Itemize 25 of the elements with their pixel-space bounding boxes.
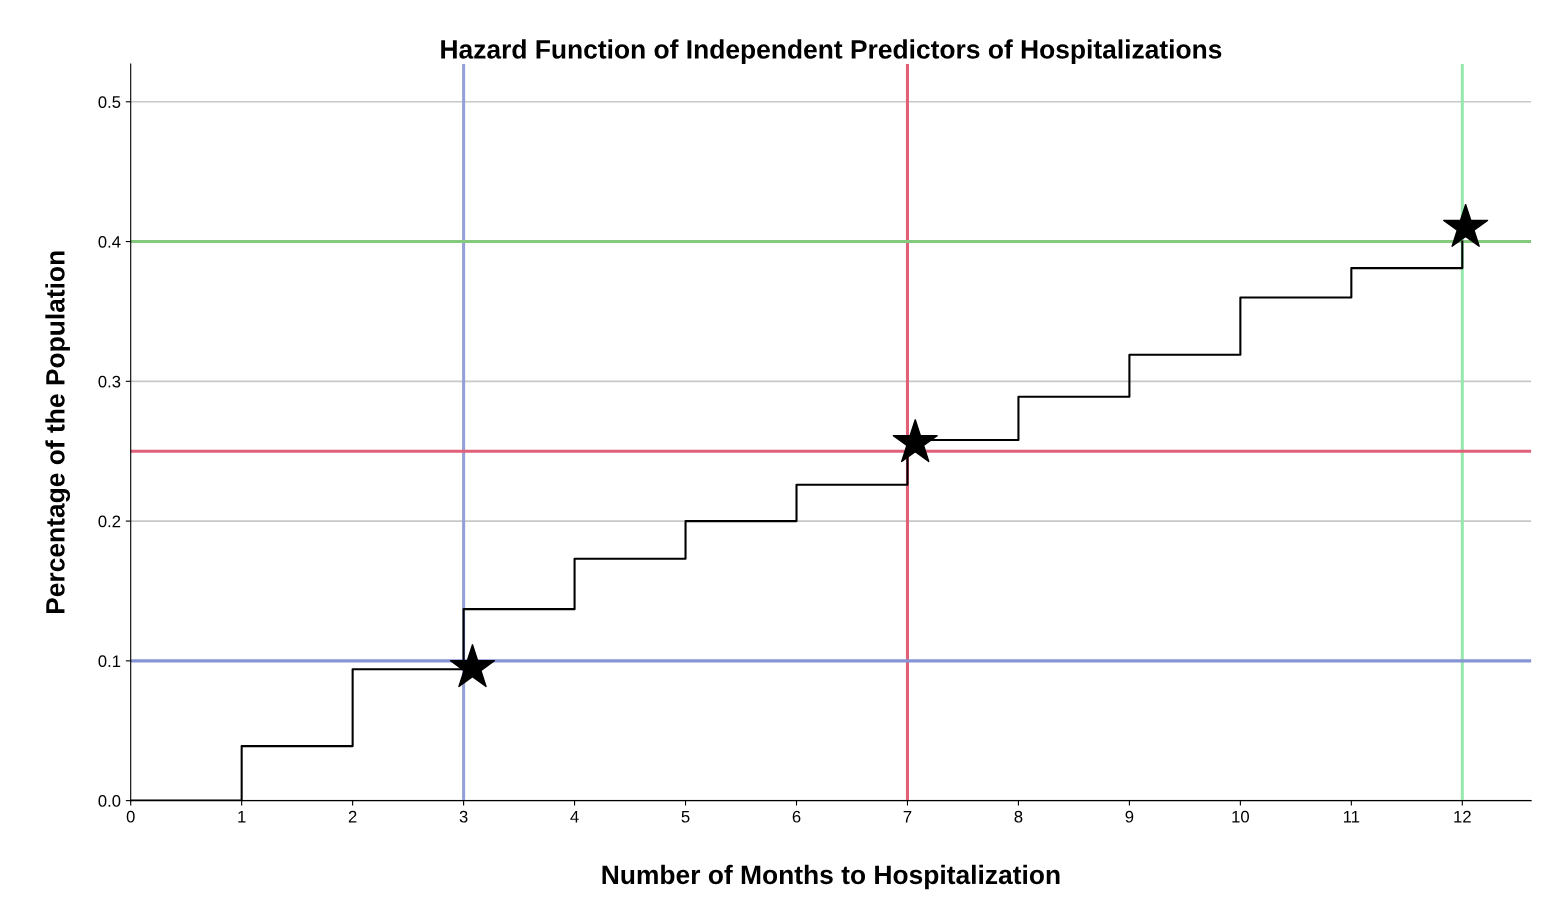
y-tick-label: 0.5 [98,96,121,108]
x-tick-label: 4 [570,810,579,823]
y-tick-label: 0.1 [98,655,121,668]
point [1443,203,1489,247]
point [892,419,938,463]
x-tick-label: 0 [126,810,135,823]
x-tick-label: 8 [1014,810,1023,823]
point [449,644,496,688]
x-tick-label: 12 [1454,810,1471,823]
x-tick-label: 5 [681,810,690,823]
y-tick-label: 0.3 [98,375,121,388]
x-tick-label: 2 [348,810,357,823]
x-axis-title: Number of Months to Hospitalization [602,864,1060,890]
chart-title: Hazard Function of Independent Predictors of Hospitalizations [441,39,1222,64]
x-tick-label: 3 [459,810,468,823]
x-tick-label: 1 [238,810,246,823]
y-tick-label: 0.4 [98,235,121,248]
y-tick-label: 0.0 [98,795,121,807]
x-tick-label: 6 [792,810,801,823]
x-tick-label: 7 [903,810,912,823]
y-tick-label: 0.2 [98,515,121,528]
x-tick-label: 9 [1125,810,1134,823]
x-tick-label: 11 [1343,810,1360,823]
x-tick-label: 10 [1232,810,1249,823]
y-axis-title: Percentage of the Population [45,251,71,614]
